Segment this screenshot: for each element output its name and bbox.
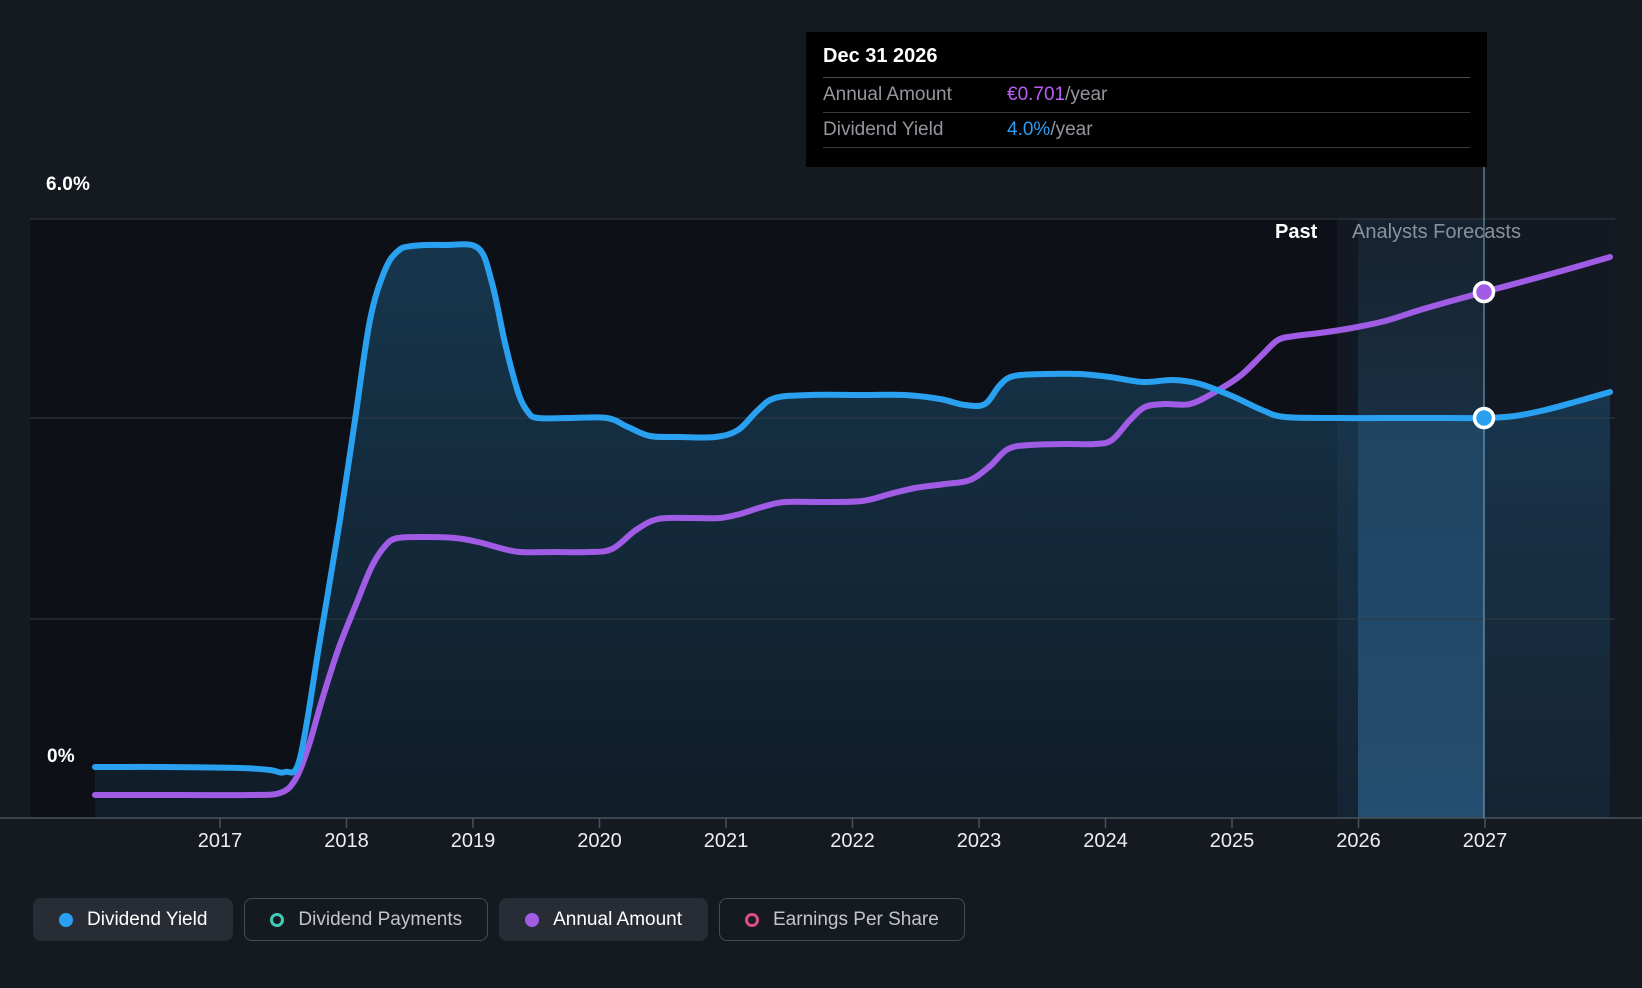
tooltip-annual-amount-suffix: /year bbox=[1065, 84, 1108, 105]
dividend-yield-line bbox=[92, 241, 1613, 776]
year-label-2018: 2018 bbox=[324, 830, 369, 852]
chart-tooltip: Dec 31 2026 Annual Amount €0.701/year Di… bbox=[806, 32, 1487, 167]
earnings-per-share-ring-icon bbox=[745, 912, 759, 927]
tooltip-dividend-yield-value: 4.0% bbox=[1007, 119, 1051, 140]
legend-dividend-payments-button[interactable]: Dividend Payments bbox=[244, 898, 489, 941]
dividend-yield-marker bbox=[1472, 406, 1496, 430]
legend-annual-amount-button[interactable]: Annual Amount bbox=[499, 898, 708, 941]
tooltip-annual-amount-label: Annual Amount bbox=[823, 84, 952, 105]
legend-dividend-yield-label: Dividend Yield bbox=[87, 908, 208, 930]
year-label-2019: 2019 bbox=[450, 830, 496, 852]
legend-annual-amount-label: Annual Amount bbox=[553, 908, 682, 930]
dividend-yield-dot-icon bbox=[59, 912, 73, 927]
year-label-2020: 2020 bbox=[577, 830, 622, 852]
year-label-2022: 2022 bbox=[830, 830, 875, 852]
tooltip-date: Dec 31 2026 bbox=[823, 38, 1470, 78]
tooltip-dividend-yield-label: Dividend Yield bbox=[823, 119, 944, 140]
y-axis-top-label: 6.0% bbox=[46, 174, 91, 195]
legend-dividend-yield-button[interactable]: Dividend Yield bbox=[33, 898, 234, 941]
tooltip-row-dividend-yield: Dividend Yield 4.0%/year bbox=[823, 113, 1470, 148]
year-label-2017: 2017 bbox=[197, 830, 243, 852]
annual-amount-marker bbox=[1472, 280, 1496, 304]
annual-amount-line bbox=[92, 254, 1613, 799]
year-label-2023: 2023 bbox=[956, 830, 1002, 852]
legend-dividend-payments-label: Dividend Payments bbox=[298, 908, 463, 930]
tooltip-dividend-yield-suffix: /year bbox=[1050, 119, 1093, 140]
past-region-label: Past bbox=[1275, 221, 1318, 243]
year-label-2024: 2024 bbox=[1083, 830, 1128, 852]
dividend-payments-ring-icon bbox=[270, 912, 285, 927]
forecast-region-label: Analysts Forecasts bbox=[1352, 221, 1521, 243]
year-label-2027: 2027 bbox=[1462, 830, 1508, 852]
legend-earnings-per-share-button[interactable]: Earnings Per Share bbox=[719, 898, 965, 941]
chart-legend: Dividend Yield Dividend Payments Annual … bbox=[33, 898, 965, 941]
dividend-yield-area-fill bbox=[95, 244, 1610, 818]
legend-earnings-per-share-label: Earnings Per Share bbox=[773, 908, 939, 930]
annual-amount-dot-icon bbox=[525, 912, 540, 927]
year-label-2026: 2026 bbox=[1336, 830, 1381, 852]
y-axis-bottom-label: 0% bbox=[47, 746, 75, 767]
hover-year-band bbox=[1358, 219, 1484, 818]
year-label-2021: 2021 bbox=[703, 830, 749, 852]
year-label-2025: 2025 bbox=[1209, 830, 1255, 852]
tooltip-annual-amount-value: €0.701 bbox=[1007, 84, 1066, 105]
tooltip-row-annual-amount: Annual Amount €0.701/year bbox=[823, 78, 1470, 113]
